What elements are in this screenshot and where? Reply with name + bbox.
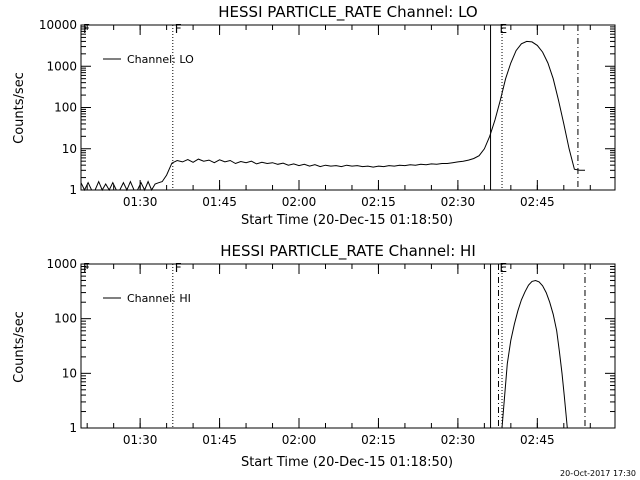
- x-tick-label-lo: 01:45: [202, 195, 237, 209]
- y-axis-label-hi: Counts/sec: [12, 311, 27, 383]
- legend-label-lo: Channel: LO: [127, 53, 194, 66]
- legend-hi: Channel: HI: [103, 292, 191, 305]
- x-tick-label-hi: 01:30: [123, 433, 158, 447]
- x-tick-label-hi: 01:45: [202, 433, 237, 447]
- panel-hi: HESSI PARTICLE_RATE Channel: HI Counts/s…: [12, 242, 616, 470]
- x-tick-label-hi: 02:45: [520, 433, 555, 447]
- y-tick-label-lo: 1: [69, 183, 77, 197]
- y-tick-label-hi: 10: [62, 366, 77, 380]
- marks-lo: 1 10 100 1000 10000 01:30 01:45 02:00 02:15 02:30…: [39, 18, 615, 209]
- legend-label-hi: Channel: HI: [127, 292, 191, 305]
- x-axis-label-lo: Start Time (20-Dec-15 01:18:50): [241, 213, 453, 228]
- marks-hi: 1 10 100 1000 01:30 01:45 02:00 02:15 02:30 02:45…: [46, 257, 615, 447]
- series-line-lo: [80, 40, 585, 192]
- annotation-e-hi: E: [499, 261, 507, 275]
- annotation-f-hi: F: [175, 261, 182, 275]
- y-tick-label-hi: 1000: [46, 257, 77, 271]
- x-tick-label-lo: 02:45: [520, 195, 555, 209]
- y-tick-label-lo: 10: [62, 142, 77, 156]
- panel-lo: HESSI PARTICLE_RATE Channel: LO Counts/s…: [12, 3, 616, 228]
- plot-frame-hi: [80, 263, 616, 429]
- y-tick-label-lo: 10000: [39, 18, 77, 32]
- x-tick-label-lo: 01:30: [123, 195, 158, 209]
- chart-title-lo: HESSI PARTICLE_RATE Channel: LO: [218, 3, 477, 22]
- y-axis-label-lo: Counts/sec: [12, 72, 27, 144]
- y-tick-label-lo: 100: [54, 101, 77, 115]
- series-line-hi: [501, 279, 568, 429]
- y-tick-label-hi: 1: [69, 421, 77, 435]
- annotation-e-lo: E: [499, 22, 507, 36]
- x-tick-label-lo: 02:15: [361, 195, 396, 209]
- chart-title-hi: HESSI PARTICLE_RATE Channel: HI: [220, 242, 476, 261]
- x-tick-label-hi: 02:15: [361, 433, 396, 447]
- y-tick-label-hi: 100: [54, 312, 77, 326]
- y-tick-label-lo: 1000: [46, 59, 77, 73]
- annotation-f-left-hi: F: [83, 261, 90, 275]
- x-tick-label-lo: 02:00: [282, 195, 317, 209]
- legend-lo: Channel: LO: [103, 53, 194, 66]
- x-tick-label-hi: 02:30: [441, 433, 476, 447]
- x-tick-label-lo: 02:30: [441, 195, 476, 209]
- annotation-f-left-lo: F: [83, 22, 90, 36]
- x-tick-label-hi: 02:00: [282, 433, 317, 447]
- timestamp: 20-Oct-2017 17:30: [560, 469, 636, 478]
- x-axis-label-hi: Start Time (20-Dec-15 01:18:50): [241, 455, 453, 470]
- annotation-f-lo: F: [175, 22, 182, 36]
